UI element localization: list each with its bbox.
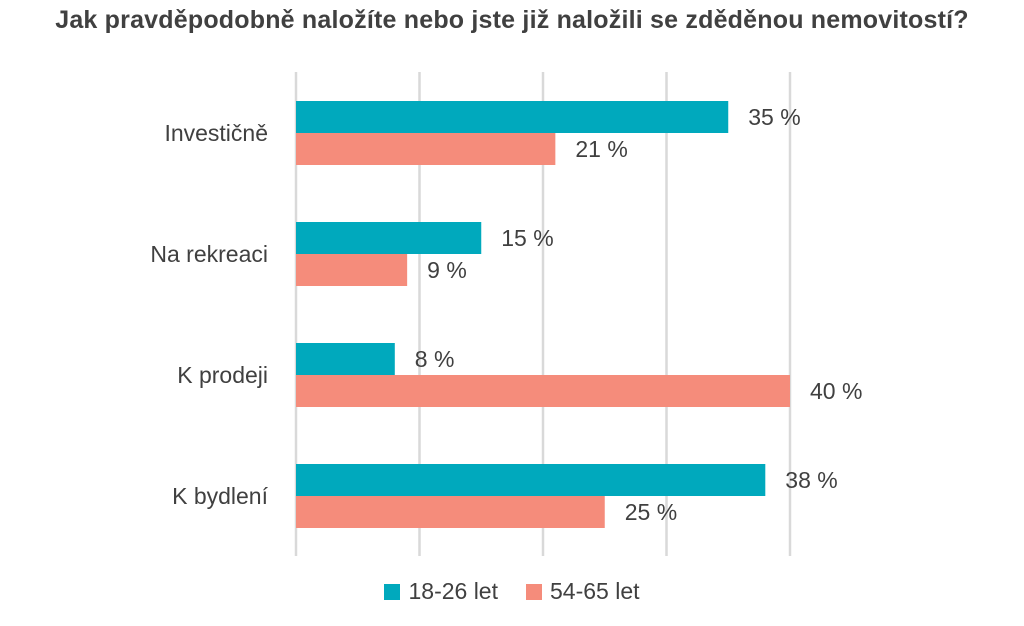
data-label: 9 % <box>427 257 467 283</box>
bar-series-1 <box>296 343 395 375</box>
category-label: Na rekreaci <box>150 241 268 267</box>
bar-series-1 <box>296 222 482 254</box>
legend: 18-26 let 54-65 let <box>0 578 1024 605</box>
category-labels: Investičně Na rekreaci K prodeji K bydlení <box>150 120 268 509</box>
chart-title: Jak pravděpodobně naložíte nebo jste již… <box>55 6 969 34</box>
legend-item-series-2: 54-65 let <box>526 578 640 605</box>
data-label: 21 % <box>575 136 627 162</box>
bar-series-1 <box>296 464 766 496</box>
data-label: 15 % <box>501 225 553 251</box>
category-label: K bydlení <box>172 483 269 509</box>
bar-series-2 <box>296 133 556 165</box>
bar-series-2 <box>296 496 605 528</box>
legend-item-series-1: 18-26 let <box>384 578 498 605</box>
category-label: Investičně <box>164 120 268 146</box>
bar-series-1 <box>296 101 729 133</box>
data-label: 8 % <box>415 346 455 372</box>
data-label: 35 % <box>748 104 800 130</box>
legend-label-series-2: 54-65 let <box>550 578 640 604</box>
legend-label-series-1: 18-26 let <box>408 578 498 604</box>
data-label: 25 % <box>625 499 677 525</box>
bar-series-2 <box>296 254 408 286</box>
data-label: 40 % <box>810 378 862 404</box>
category-label: K prodeji <box>177 362 268 388</box>
legend-swatch-series-2 <box>526 583 542 600</box>
data-label: 38 % <box>785 467 837 493</box>
data-labels: 35 % 21 % 15 % 9 % 8 % 40 % 38 % 25 % <box>415 104 863 525</box>
legend-swatch-series-1 <box>384 583 401 600</box>
bars <box>296 101 790 528</box>
bar-series-2 <box>296 375 790 407</box>
